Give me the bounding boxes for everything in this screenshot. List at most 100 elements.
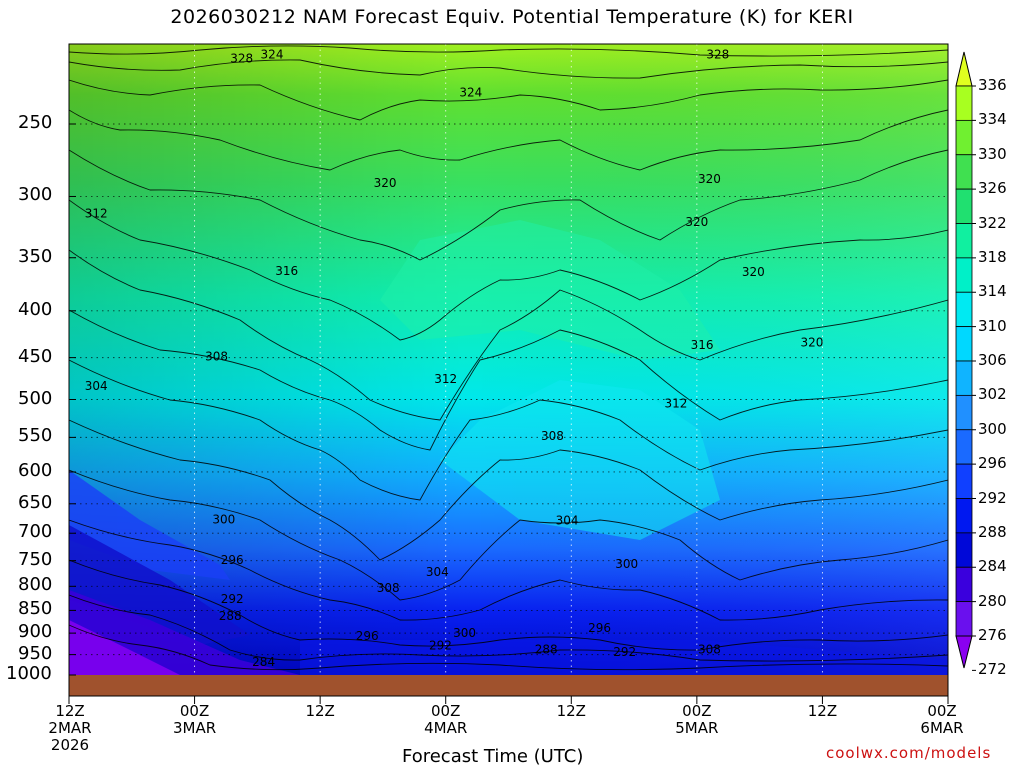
y-tick-label: 700	[18, 521, 53, 543]
y-tick-label: 850	[18, 598, 53, 620]
colorbar-swatch	[955, 566, 973, 603]
colorbar-cap	[955, 635, 973, 669]
colorbar-swatch	[955, 223, 973, 259]
y-tick-label: 250	[18, 112, 53, 133]
x-tick-label: 00Z 6MAR	[920, 702, 964, 737]
contour-label: 320	[685, 215, 708, 229]
contour-label: 292	[429, 638, 452, 652]
colorbar-swatch	[955, 326, 973, 362]
y-tick-label: 550	[18, 425, 53, 447]
colorbar-label: 318	[978, 247, 1007, 266]
contour-label: 300	[615, 557, 638, 571]
contour-label: 324	[261, 48, 284, 62]
colorbar-label: 306	[978, 351, 1007, 369]
contour-label: 320	[374, 176, 397, 190]
colorbar-swatch	[955, 532, 973, 568]
contour-label: 292	[613, 645, 636, 659]
colorbar-swatch	[955, 463, 973, 499]
colorbar-swatch	[955, 601, 973, 637]
contour-label: 284	[252, 655, 275, 669]
y-tick-label: 650	[18, 491, 53, 513]
ground-surface	[69, 675, 948, 696]
colorbar-label: 276	[978, 626, 1007, 644]
colorbar-label: 326	[978, 179, 1007, 198]
contour-label: 304	[556, 514, 579, 528]
x-tick-label: 12Z	[807, 702, 838, 720]
contour-label: 320	[801, 335, 824, 349]
contour-label: 296	[588, 621, 611, 635]
y-tick-label: 350	[18, 245, 53, 267]
y-tick-label: 800	[18, 574, 53, 596]
contour-label: 312	[434, 372, 457, 386]
x-axis-label: Forecast Time (UTC)	[402, 746, 584, 767]
contour-label: 292	[221, 592, 244, 606]
contour-label: 304	[426, 565, 449, 579]
chart-grid	[69, 44, 948, 675]
colorbar-label: 336	[978, 76, 1007, 94]
contour-label: 328	[706, 48, 729, 62]
contour-label: 308	[698, 643, 721, 657]
contour-label: 288	[219, 609, 242, 623]
x-tick-label: 00Z 3MAR	[172, 702, 217, 737]
colorbar-swatch	[955, 429, 973, 465]
colorbar-label: 272	[978, 660, 1007, 679]
contour-label: 324	[459, 86, 482, 100]
chart-title: 2026030212 NAM Forecast Equiv. Potential…	[170, 6, 854, 28]
y-tick-label: 300	[18, 184, 53, 206]
colorbar-label: 334	[978, 110, 1007, 129]
credit-link[interactable]: coolwx.com/models	[826, 744, 992, 762]
contour-label: 288	[535, 643, 558, 657]
colorbar-swatch	[955, 394, 973, 431]
contour-label: 320	[698, 172, 721, 186]
contour-label: 312	[85, 206, 108, 220]
colorbar-swatch	[955, 257, 973, 293]
contour-label: 308	[541, 429, 564, 443]
contour-label: 304	[85, 379, 108, 393]
colorbar-label: 310	[978, 316, 1007, 335]
colorbar-cap	[955, 51, 973, 87]
colorbar-swatch	[955, 188, 973, 224]
y-tick-label: 950	[18, 642, 53, 664]
colorbar-label: 292	[978, 488, 1007, 507]
colorbar-swatch	[955, 119, 973, 156]
plot-frame	[68, 43, 949, 697]
colorbar-label: 330	[978, 144, 1007, 163]
colorbar-label: 288	[978, 522, 1007, 541]
y-tick-label: 900	[18, 621, 53, 643]
contour-label: 296	[221, 553, 244, 567]
colorbar-swatch	[955, 498, 973, 534]
contour-label: 300	[212, 512, 235, 526]
colorbar-label: 302	[978, 385, 1007, 404]
colorbar-label: 300	[978, 419, 1007, 438]
colorbar-label: 322	[978, 213, 1007, 232]
y-tick-label: 500	[18, 387, 53, 409]
y-tick-label: 1000	[6, 663, 52, 684]
colorbar-swatch	[955, 154, 973, 190]
colorbar	[955, 51, 976, 671]
colorbar-label: 280	[978, 591, 1007, 610]
contour-label: 308	[205, 350, 228, 364]
colorbar-swatch	[955, 85, 973, 121]
colorbar-label: 284	[978, 557, 1007, 576]
contour-label: 308	[377, 581, 400, 595]
contour-label: 320	[742, 265, 765, 279]
x-tick-label: 00Z 4MAR	[424, 702, 468, 737]
colorbar-swatch	[955, 291, 973, 328]
colorbar-label: 314	[978, 282, 1007, 301]
contour-label: 296	[356, 629, 379, 643]
y-tick-label: 600	[18, 459, 53, 481]
y-tick-label: 450	[18, 345, 53, 367]
contour-label: 328	[230, 51, 253, 65]
x-tick-label: 12Z 2MAR 2026	[48, 702, 92, 754]
y-tick-label: 400	[18, 298, 53, 320]
x-tick-label: 00Z 5MAR	[675, 702, 719, 737]
y-tick-label: 750	[18, 548, 53, 570]
colorbar-swatch	[955, 360, 973, 396]
x-tick-label: 12Z	[556, 702, 586, 720]
contour-label: 312	[664, 396, 687, 410]
contour-label: 316	[275, 264, 298, 278]
contour-label: 316	[691, 338, 714, 352]
x-tick-label: 12Z	[305, 702, 335, 720]
contour-label: 300	[453, 626, 476, 640]
